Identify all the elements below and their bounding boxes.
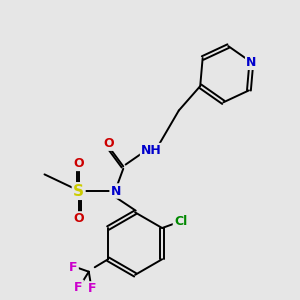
Text: F: F bbox=[69, 261, 78, 274]
Text: NH: NH bbox=[141, 144, 162, 157]
Text: O: O bbox=[74, 157, 84, 170]
Text: O: O bbox=[103, 137, 114, 150]
Text: Cl: Cl bbox=[174, 215, 187, 228]
Text: O: O bbox=[74, 212, 84, 226]
Text: F: F bbox=[74, 281, 82, 294]
Text: N: N bbox=[246, 56, 256, 69]
Text: S: S bbox=[73, 184, 84, 199]
Text: N: N bbox=[111, 184, 121, 197]
Text: F: F bbox=[88, 283, 97, 296]
